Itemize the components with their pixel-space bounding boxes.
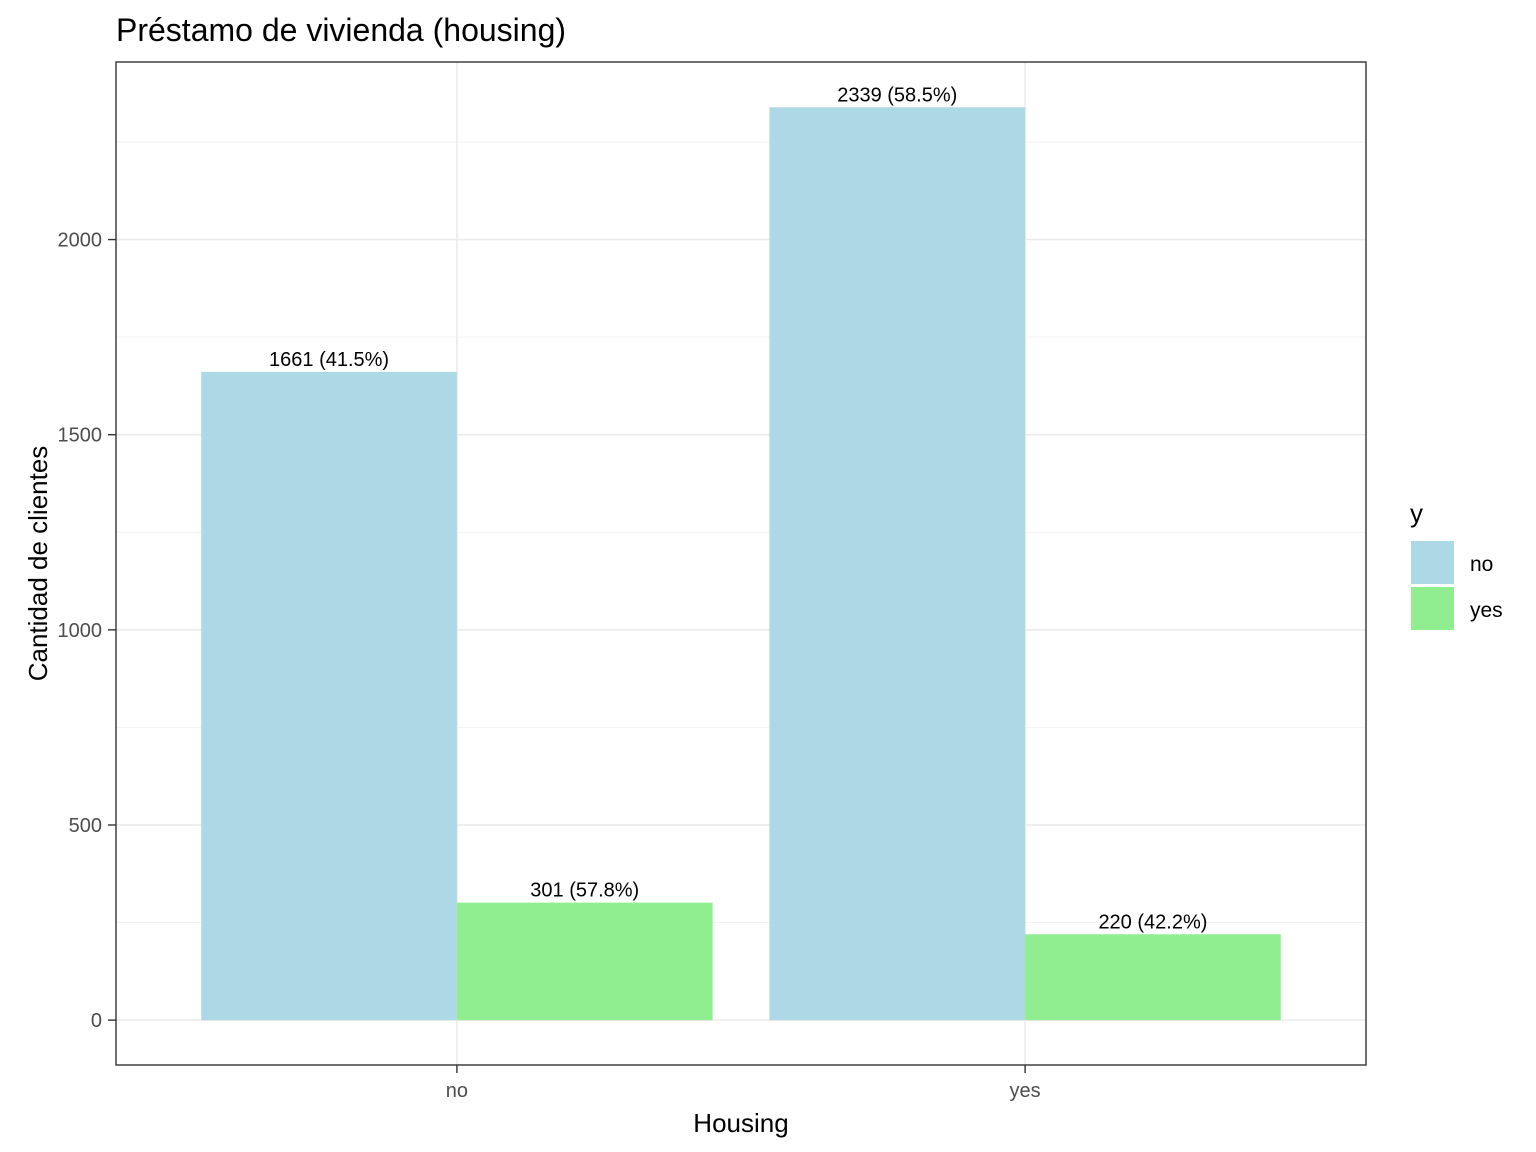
bars	[201, 107, 1281, 1021]
x-axis-title: Housing	[693, 1108, 788, 1138]
legend-title: y	[1410, 498, 1423, 528]
bar-no-no	[201, 371, 457, 1021]
y-tick-label: 0	[91, 1010, 102, 1032]
legend-key-no	[1411, 541, 1454, 584]
y-tick-label: 1000	[58, 620, 103, 642]
legend-label: yes	[1470, 599, 1503, 622]
bar-no-yes	[769, 107, 1026, 1021]
data-label: 2339 (58.5%)	[837, 84, 957, 106]
legend-items: no yes	[1411, 541, 1503, 630]
y-tick-label: 500	[69, 815, 102, 837]
legend-label: no	[1470, 553, 1493, 576]
y-axis-ticks: 0 500 1000 1500 2000	[58, 230, 116, 1032]
legend-key-yes	[1411, 587, 1454, 630]
data-label: 301 (57.8%)	[530, 880, 639, 902]
x-axis-ticks: no yes	[446, 1065, 1041, 1102]
data-label: 1661 (41.5%)	[269, 349, 389, 371]
panel-border	[115, 61, 1367, 1066]
bar-yes-yes	[1025, 934, 1281, 1021]
chart-title: Préstamo de vivienda (housing)	[116, 12, 566, 48]
y-tick-label: 1500	[58, 425, 103, 447]
y-axis-title: Cantidad de clientes	[23, 446, 53, 682]
data-label: 220 (42.2%)	[1098, 911, 1207, 933]
bar-yes-no	[456, 902, 713, 1021]
y-tick-label: 2000	[58, 230, 103, 252]
legend: y no yes	[1410, 498, 1503, 630]
data-labels: 1661 (41.5%) 2339 (58.5%) 301 (57.8%) 220 (…	[269, 84, 1207, 933]
x-tick-label: yes	[1010, 1080, 1041, 1102]
x-tick-label: no	[446, 1080, 468, 1102]
